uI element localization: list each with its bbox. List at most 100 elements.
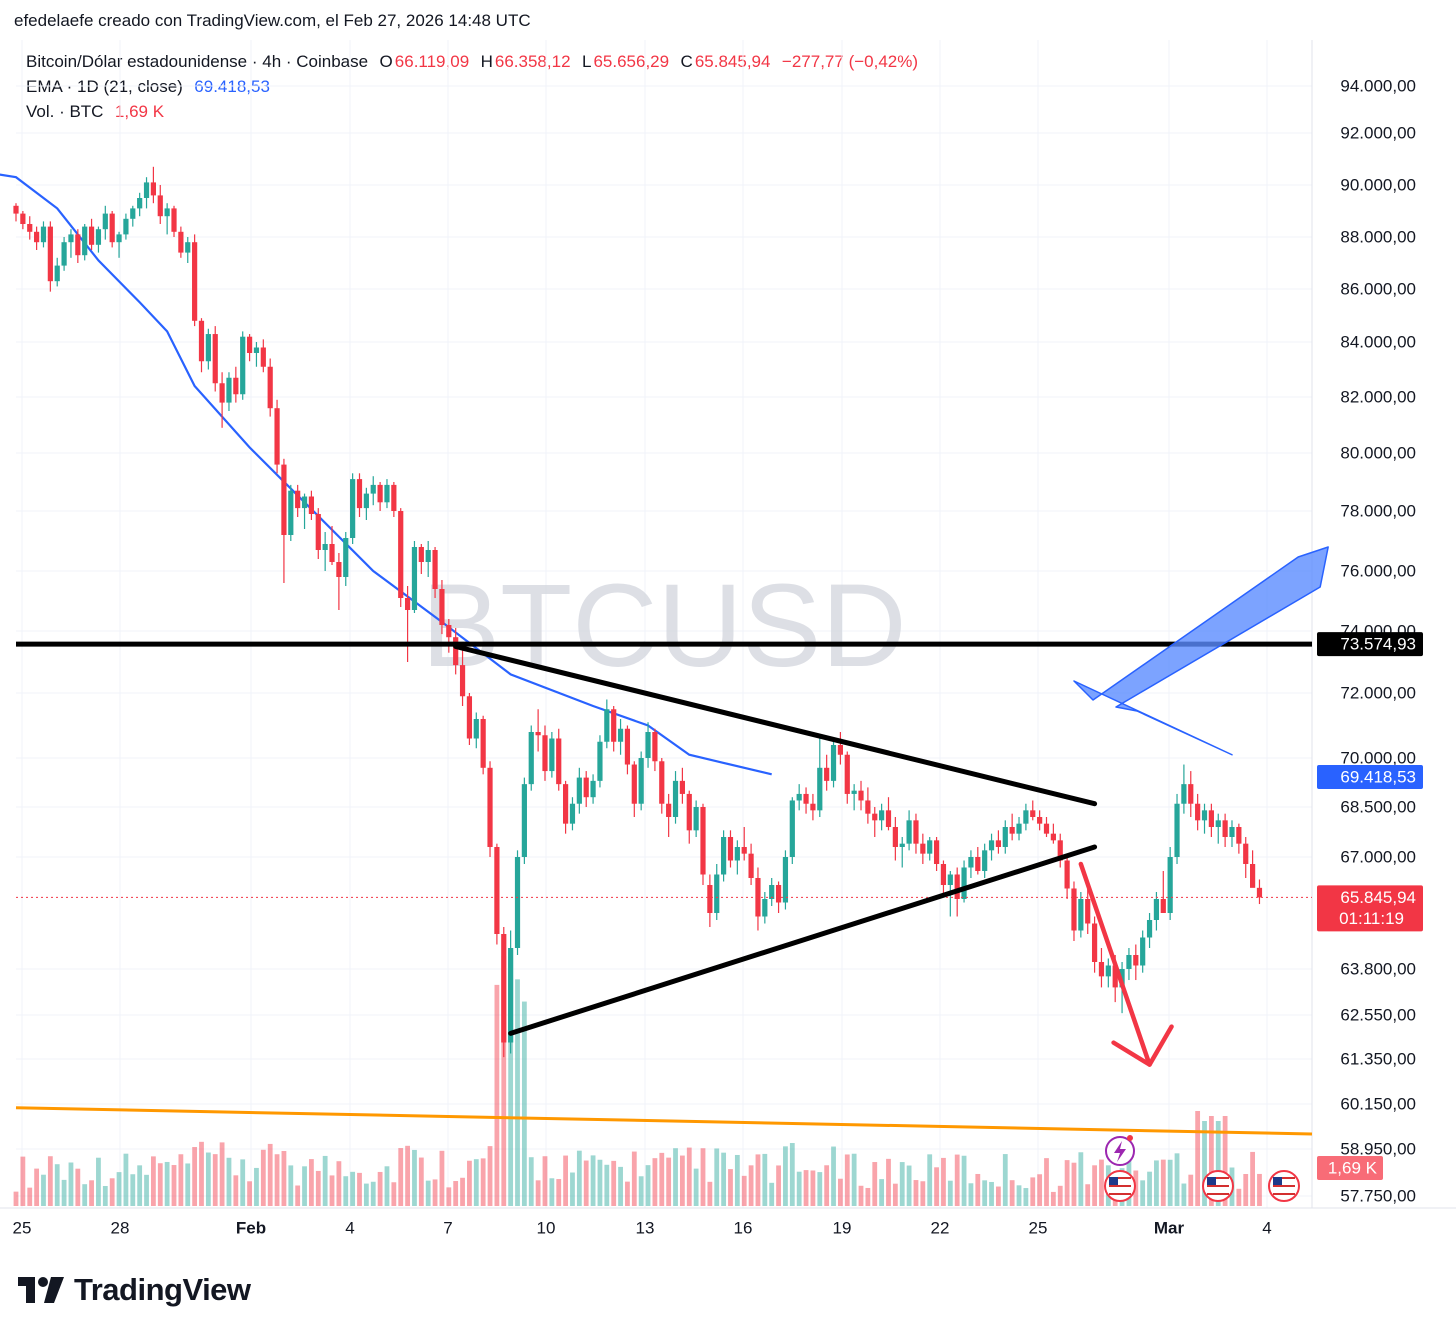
triangle-lower-line (508, 844, 1098, 1036)
candle-body (274, 408, 280, 465)
volume-bar (34, 1168, 40, 1206)
candle-body (178, 231, 184, 253)
candle (34, 226, 40, 250)
candle-body (192, 242, 198, 321)
volume-bar (363, 1183, 369, 1206)
volume-bar (1250, 1151, 1255, 1206)
candle-body (652, 732, 658, 762)
flag-stripe (1273, 1189, 1295, 1191)
volume-bar (453, 1181, 459, 1206)
volume-bar (1154, 1160, 1159, 1206)
last-price-badge: 65.845,94 01:11:19 (1317, 885, 1423, 932)
ema-price-badge: 69.418,53 (1317, 764, 1423, 789)
candle (775, 881, 782, 913)
last-price-badge-text: 65.845,94 (1340, 888, 1416, 907)
volume-bar (528, 1157, 534, 1206)
candle-body (150, 182, 156, 196)
brand-name: TradingView (74, 1272, 251, 1307)
volume-bar (542, 1156, 548, 1206)
candle (769, 878, 775, 906)
flag-stripe (1207, 1185, 1229, 1187)
candle-body (459, 665, 466, 697)
volume-bar (178, 1154, 184, 1206)
volume-bar (439, 1150, 445, 1206)
candle (260, 339, 266, 373)
candle (995, 830, 1002, 854)
volume-bar (151, 1156, 156, 1206)
volume-bar (652, 1158, 658, 1206)
candle (865, 787, 871, 824)
candle (755, 867, 761, 931)
volume-bar (480, 1158, 486, 1206)
flag-stripe (1273, 1181, 1295, 1183)
candle-body (1050, 833, 1056, 841)
candle (1105, 958, 1111, 988)
volume-bar (494, 984, 500, 1206)
candle-body (982, 850, 988, 871)
candle (47, 221, 53, 292)
volume-bar (1078, 1152, 1084, 1206)
candle (631, 761, 637, 817)
volume-bar (54, 1164, 60, 1206)
candle-body (453, 637, 459, 666)
candle-body (597, 741, 603, 781)
volume-bar (611, 1160, 617, 1206)
candle-body (796, 793, 802, 801)
candle (501, 927, 507, 1058)
price-tick-label: 62.550,00 (1340, 1006, 1416, 1025)
candle (1195, 793, 1201, 831)
volume-bar (1071, 1162, 1077, 1206)
volume-bar (776, 1165, 781, 1206)
candle (308, 490, 315, 520)
time-axis: 25 28 Feb 4 7 10 13 16 19 22 25 Mar 4 (13, 1219, 1272, 1238)
candle (563, 780, 569, 834)
time-tick-label: 25 (1029, 1219, 1048, 1238)
volume-legend: Vol. · BTC 1,69 K (26, 102, 166, 122)
volume-bar (27, 1187, 33, 1206)
volume-value: 1,69 K (114, 102, 165, 121)
candle (734, 840, 740, 875)
breakdown-arrow (1078, 861, 1174, 1067)
candle (466, 693, 473, 745)
price-chart[interactable]: BTCUSD 94.000,00 92.000,00 90.000,00 88.000,… (0, 40, 1456, 1250)
volume-bar (521, 1001, 527, 1206)
candle (1016, 817, 1022, 841)
candle (377, 482, 383, 511)
volume-bar (515, 979, 520, 1206)
candle-body (418, 547, 424, 562)
volume-bar (260, 1149, 266, 1206)
flag-stripe (1207, 1181, 1229, 1183)
volume-bar (906, 1165, 912, 1206)
candle (1091, 916, 1098, 973)
us-flag-event-icon (1268, 1170, 1300, 1202)
volume-bar (309, 1159, 314, 1206)
low-value: 65.656,29 (593, 52, 670, 71)
candle (686, 790, 692, 844)
candle (611, 706, 617, 752)
candle (274, 399, 280, 474)
candle (157, 185, 163, 224)
resistance-price-badge: 73.574,93 (1317, 632, 1423, 657)
ema-rejection-arrow (1073, 546, 1329, 756)
candle (604, 699, 610, 749)
candle-body (212, 334, 218, 384)
tradingview-logo[interactable]: TradingView (18, 1272, 251, 1308)
candle (75, 229, 81, 263)
volume-bar (13, 1191, 19, 1206)
candle-body (20, 213, 26, 224)
volume-bar (1195, 1111, 1201, 1206)
candle-body (143, 182, 150, 198)
candle-body (1153, 899, 1160, 920)
volume-bar (1147, 1171, 1152, 1206)
volume-bar (686, 1147, 692, 1206)
candle (322, 532, 328, 571)
candle-body (411, 547, 418, 610)
volume-bar (1002, 1154, 1008, 1206)
volume-bar (47, 1156, 53, 1206)
candle-body (1078, 899, 1084, 931)
candle (741, 827, 747, 861)
volume-bar (1050, 1191, 1056, 1206)
candle-body (40, 226, 47, 243)
candle-body (1098, 962, 1105, 977)
candle-body (377, 484, 383, 503)
